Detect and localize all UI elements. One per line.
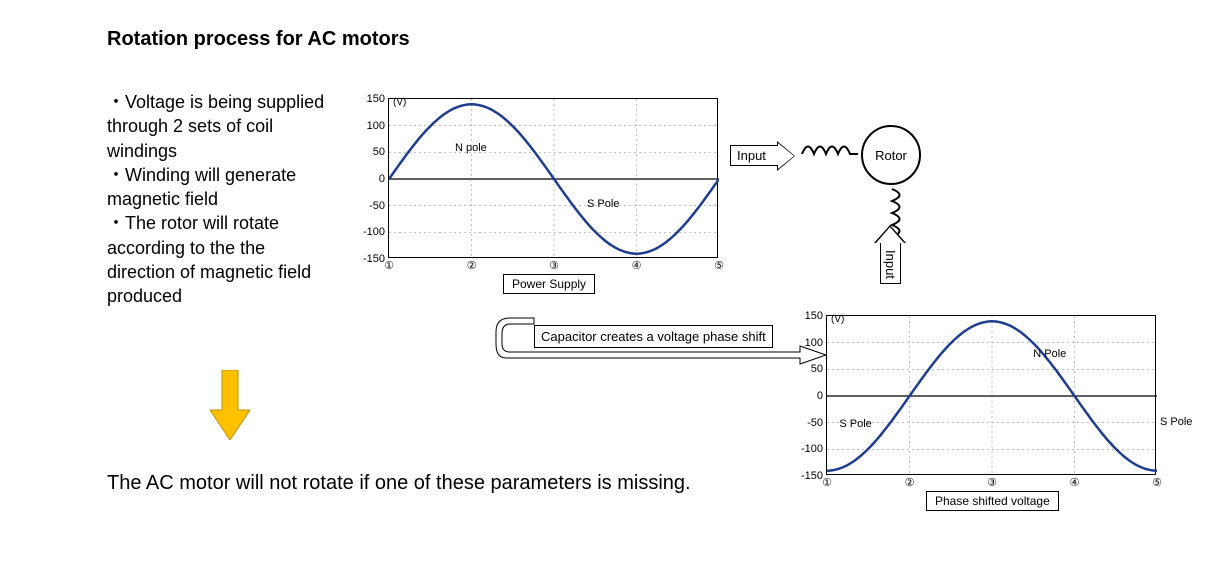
xtick-label: ④ [1070,474,1080,489]
ytick-label: 50 [373,146,389,158]
bullet-item: ・Voltage is being supplied through 2 set… [107,90,337,163]
npole-label: N Pole [1033,348,1066,360]
xtick-label: ⑤ [714,257,724,272]
spole-right-label: S Pole [1160,416,1192,428]
page-title: Rotation process for AC motors [107,28,410,51]
ytick-label: 100 [367,120,389,132]
bullet-item: ・Winding will generate magnetic field [107,163,337,212]
xtick-label: ② [905,474,915,489]
ytick-label: -50 [807,417,827,429]
ytick-label: 0 [817,390,827,402]
xtick-label: ③ [549,257,559,272]
y-unit-label: (V) [831,314,844,325]
ytick-label: -100 [801,443,827,455]
xtick-label: ④ [632,257,642,272]
xtick-label: ① [822,474,832,489]
ytick-label: 50 [811,363,827,375]
input-label: Input [730,145,778,166]
input-label-vertical: Input [880,240,901,284]
ytick-label: 150 [805,310,827,322]
power-supply-chart: 150100500-50-100-150①②③④⑤(V)N poleS Pole [388,98,718,258]
ytick-label: 0 [379,173,389,185]
xtick-label: ⑤ [1152,474,1162,489]
conclusion-text: The AC motor will not rotate if one of t… [107,470,727,497]
spole-label: S Pole [587,198,619,210]
bullet-item: ・The rotor will rotate according to the … [107,211,337,308]
phase-shifted-chart: 150100500-50-100-150①②③④⑤(V)N PoleS Pole [826,315,1156,475]
ytick-label: -100 [363,226,389,238]
npole-label: N pole [455,142,487,154]
chart-caption: Power Supply [503,274,595,294]
chart-caption: Phase shifted voltage [926,491,1059,511]
coil-left-icon [800,137,860,171]
down-arrow-icon [210,370,250,440]
arrowhead-up-icon [876,227,904,243]
ytick-label: -50 [369,200,389,212]
spole-label: S Pole [839,418,871,430]
bullet-list: ・Voltage is being supplied through 2 set… [107,90,337,309]
rotor-diagram: Input Rotor Input [775,115,1005,290]
xtick-label: ③ [987,474,997,489]
xtick-label: ② [467,257,477,272]
arrowhead-icon [778,143,794,169]
callout-arrow-icon [500,322,830,362]
input-text: Input [737,148,766,163]
input-text: Input [883,250,898,279]
ytick-label: 150 [367,93,389,105]
rotor-label: Rotor [875,148,907,163]
xtick-label: ① [384,257,394,272]
rotor-circle: Rotor [861,125,921,185]
y-unit-label: (V) [393,97,406,108]
